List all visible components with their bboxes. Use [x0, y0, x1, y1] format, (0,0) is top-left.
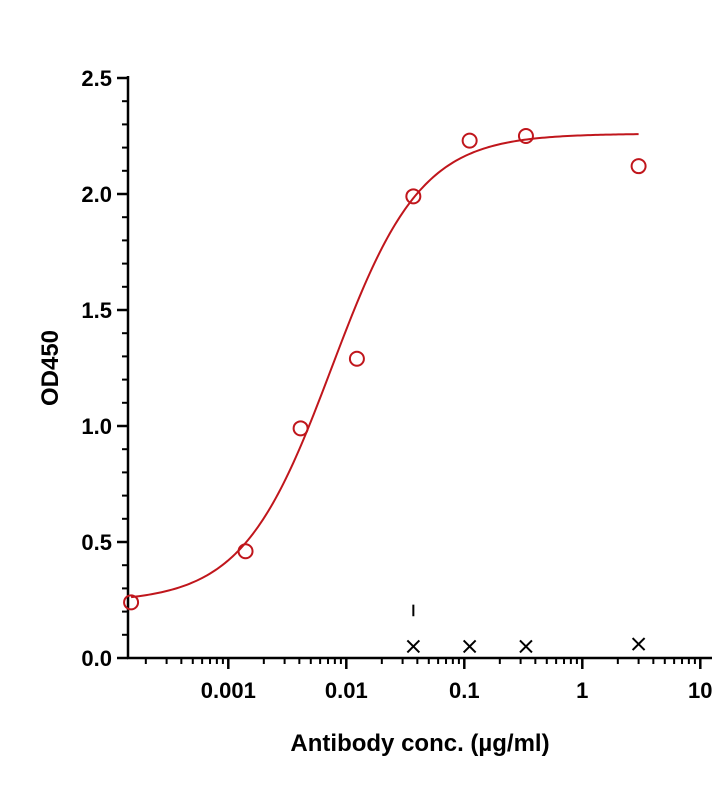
cross-stroke — [631, 637, 646, 651]
x-axis-label: Antibody conc. (µg/ml) — [290, 730, 549, 757]
data-point-cross — [406, 639, 421, 654]
data-point-cross — [462, 639, 477, 654]
y-tick-label: 0.0 — [81, 646, 112, 671]
data-point-circle — [630, 158, 647, 175]
x-tick-label: 0.001 — [201, 678, 256, 703]
data-point-circle — [405, 188, 422, 205]
data-point-circle — [123, 594, 140, 611]
x-tick-label: 0.01 — [325, 678, 368, 703]
data-point-circle — [292, 420, 309, 437]
cross-stroke — [406, 639, 421, 654]
data-points — [123, 128, 647, 654]
y-tick-label: 1.0 — [81, 414, 112, 439]
data-point-cross — [519, 639, 533, 654]
data-point-circle — [348, 350, 365, 367]
data-point-cross — [631, 637, 646, 651]
cross-stroke — [462, 639, 477, 654]
y-axis-label: OD450 — [37, 330, 64, 406]
data-point-circle — [461, 132, 478, 149]
x-tick-label: 0.1 — [449, 678, 480, 703]
data-point-circle — [517, 128, 534, 144]
fit-curves — [130, 133, 639, 599]
x-tick-label: 10 — [688, 678, 712, 703]
y-tick-label: 0.5 — [81, 530, 112, 555]
cross-stroke — [519, 639, 533, 654]
y-tick-label: 2.5 — [81, 66, 112, 91]
axes: 0.0 0.5 1.0 1.5 2.0 2.5 0.001 0.01 0.1 1 10 — [81, 66, 712, 703]
fit-curve — [130, 133, 639, 599]
x-tick-label: 1 — [576, 678, 588, 703]
data-point-circle — [237, 543, 254, 560]
y-tick-label: 2.0 — [81, 182, 112, 207]
y-tick-label: 1.5 — [81, 298, 112, 323]
